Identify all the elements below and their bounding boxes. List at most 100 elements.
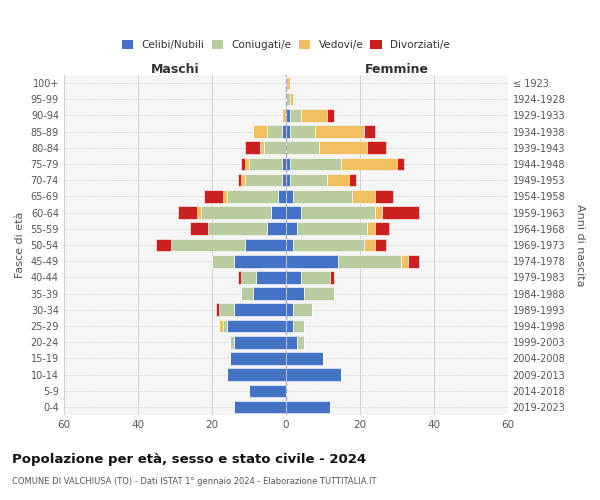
- Bar: [286, 125, 290, 138]
- Bar: [253, 125, 268, 138]
- Bar: [271, 206, 286, 219]
- Text: Popolazione per età, sesso e stato civile - 2024: Popolazione per età, sesso e stato civil…: [12, 452, 366, 466]
- Bar: [234, 304, 286, 316]
- Bar: [241, 174, 245, 186]
- Bar: [282, 174, 286, 186]
- Bar: [326, 174, 349, 186]
- Bar: [215, 304, 219, 316]
- Bar: [268, 222, 286, 235]
- Bar: [230, 336, 234, 348]
- Bar: [286, 206, 301, 219]
- Bar: [286, 190, 293, 202]
- Bar: [330, 271, 334, 283]
- Bar: [156, 238, 171, 252]
- Bar: [241, 158, 245, 170]
- Bar: [319, 142, 367, 154]
- Bar: [290, 109, 301, 122]
- Bar: [178, 206, 197, 219]
- Bar: [256, 271, 286, 283]
- Bar: [190, 222, 208, 235]
- Bar: [286, 109, 290, 122]
- Bar: [282, 125, 286, 138]
- Bar: [297, 222, 367, 235]
- Bar: [293, 238, 364, 252]
- Bar: [171, 238, 245, 252]
- Bar: [212, 255, 234, 268]
- Text: Femmine: Femmine: [365, 64, 429, 76]
- Bar: [290, 158, 341, 170]
- Bar: [201, 206, 271, 219]
- Bar: [227, 190, 278, 202]
- Bar: [263, 142, 286, 154]
- Bar: [260, 142, 263, 154]
- Bar: [374, 222, 389, 235]
- Legend: Celibi/Nubili, Coniugati/e, Vedovi/e, Divorziati/e: Celibi/Nubili, Coniugati/e, Vedovi/e, Di…: [118, 36, 454, 54]
- Bar: [253, 288, 286, 300]
- Bar: [249, 158, 282, 170]
- Bar: [364, 238, 374, 252]
- Bar: [245, 142, 260, 154]
- Bar: [293, 320, 304, 332]
- Bar: [364, 125, 374, 138]
- Bar: [367, 142, 386, 154]
- Bar: [245, 238, 286, 252]
- Bar: [245, 158, 249, 170]
- Bar: [286, 304, 293, 316]
- Bar: [234, 400, 286, 413]
- Bar: [349, 174, 356, 186]
- Bar: [227, 368, 286, 381]
- Bar: [297, 336, 304, 348]
- Bar: [286, 320, 293, 332]
- Bar: [241, 271, 256, 283]
- Bar: [286, 352, 323, 364]
- Y-axis label: Anni di nascita: Anni di nascita: [575, 204, 585, 286]
- Bar: [338, 255, 401, 268]
- Bar: [293, 190, 352, 202]
- Bar: [374, 206, 382, 219]
- Bar: [208, 222, 268, 235]
- Text: Maschi: Maschi: [151, 64, 199, 76]
- Bar: [286, 336, 297, 348]
- Bar: [197, 206, 201, 219]
- Bar: [401, 255, 408, 268]
- Bar: [286, 142, 319, 154]
- Bar: [290, 125, 316, 138]
- Bar: [286, 174, 290, 186]
- Bar: [223, 190, 227, 202]
- Bar: [268, 125, 282, 138]
- Bar: [286, 93, 290, 106]
- Bar: [352, 190, 374, 202]
- Bar: [293, 304, 312, 316]
- Bar: [238, 271, 241, 283]
- Bar: [286, 238, 293, 252]
- Bar: [286, 368, 341, 381]
- Bar: [301, 206, 374, 219]
- Bar: [341, 158, 397, 170]
- Bar: [223, 320, 227, 332]
- Bar: [290, 174, 326, 186]
- Bar: [227, 320, 286, 332]
- Bar: [326, 109, 334, 122]
- Bar: [397, 158, 404, 170]
- Bar: [241, 288, 253, 300]
- Bar: [219, 320, 223, 332]
- Bar: [286, 400, 330, 413]
- Bar: [286, 255, 338, 268]
- Bar: [230, 352, 286, 364]
- Bar: [301, 271, 330, 283]
- Bar: [290, 93, 293, 106]
- Y-axis label: Fasce di età: Fasce di età: [15, 212, 25, 278]
- Bar: [408, 255, 419, 268]
- Bar: [205, 190, 223, 202]
- Bar: [282, 158, 286, 170]
- Bar: [367, 222, 374, 235]
- Bar: [286, 271, 301, 283]
- Bar: [316, 125, 364, 138]
- Bar: [304, 288, 334, 300]
- Bar: [282, 109, 286, 122]
- Bar: [286, 288, 304, 300]
- Bar: [234, 255, 286, 268]
- Bar: [278, 190, 286, 202]
- Bar: [374, 190, 393, 202]
- Bar: [382, 206, 419, 219]
